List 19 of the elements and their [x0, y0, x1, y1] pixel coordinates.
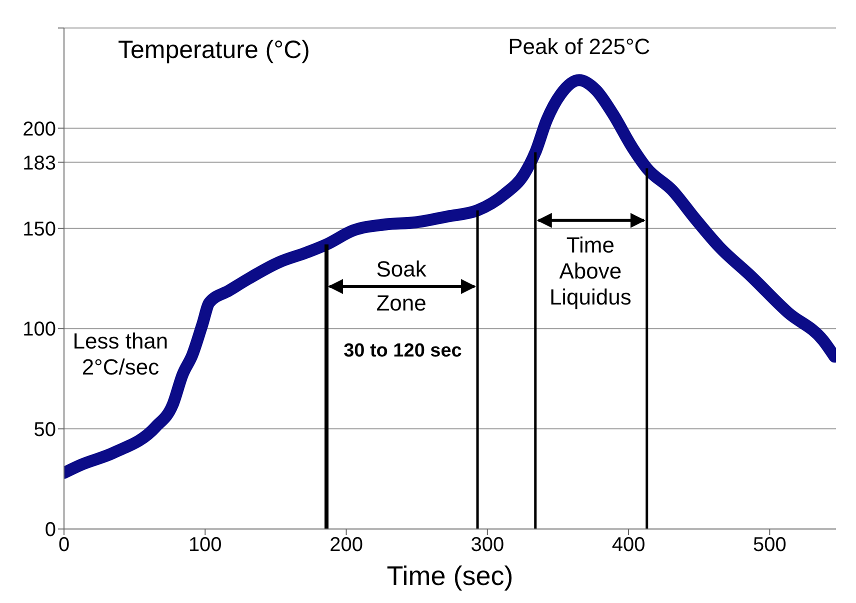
- annotation: Soak Zone: [376, 256, 428, 316]
- annotation: 30 to 120 sec: [344, 340, 462, 362]
- x-tick-label: 500: [752, 534, 786, 556]
- y-tick-label: 0: [44, 519, 56, 542]
- y-tick-label: 150: [22, 218, 56, 240]
- x-tick-label: 200: [330, 534, 363, 556]
- x-tick-label: 100: [188, 534, 222, 556]
- y-axis-title: Temperature (°C): [118, 36, 310, 64]
- y-tick-label: 183: [22, 152, 56, 174]
- y-tick-label: 100: [22, 318, 56, 341]
- annotation: Time Above Liquidus: [549, 232, 632, 310]
- x-axis-title: Time (sec): [386, 561, 514, 591]
- y-tick-label: 50: [34, 418, 56, 441]
- x-tick-label: 400: [612, 534, 646, 556]
- annotation: Peak of 225°C: [508, 34, 650, 60]
- x-tick-label: 300: [470, 534, 504, 556]
- x-tick-label: 0: [58, 534, 70, 556]
- y-tick-label: 200: [22, 118, 56, 140]
- annotation: Less than 2°C/sec: [72, 328, 168, 380]
